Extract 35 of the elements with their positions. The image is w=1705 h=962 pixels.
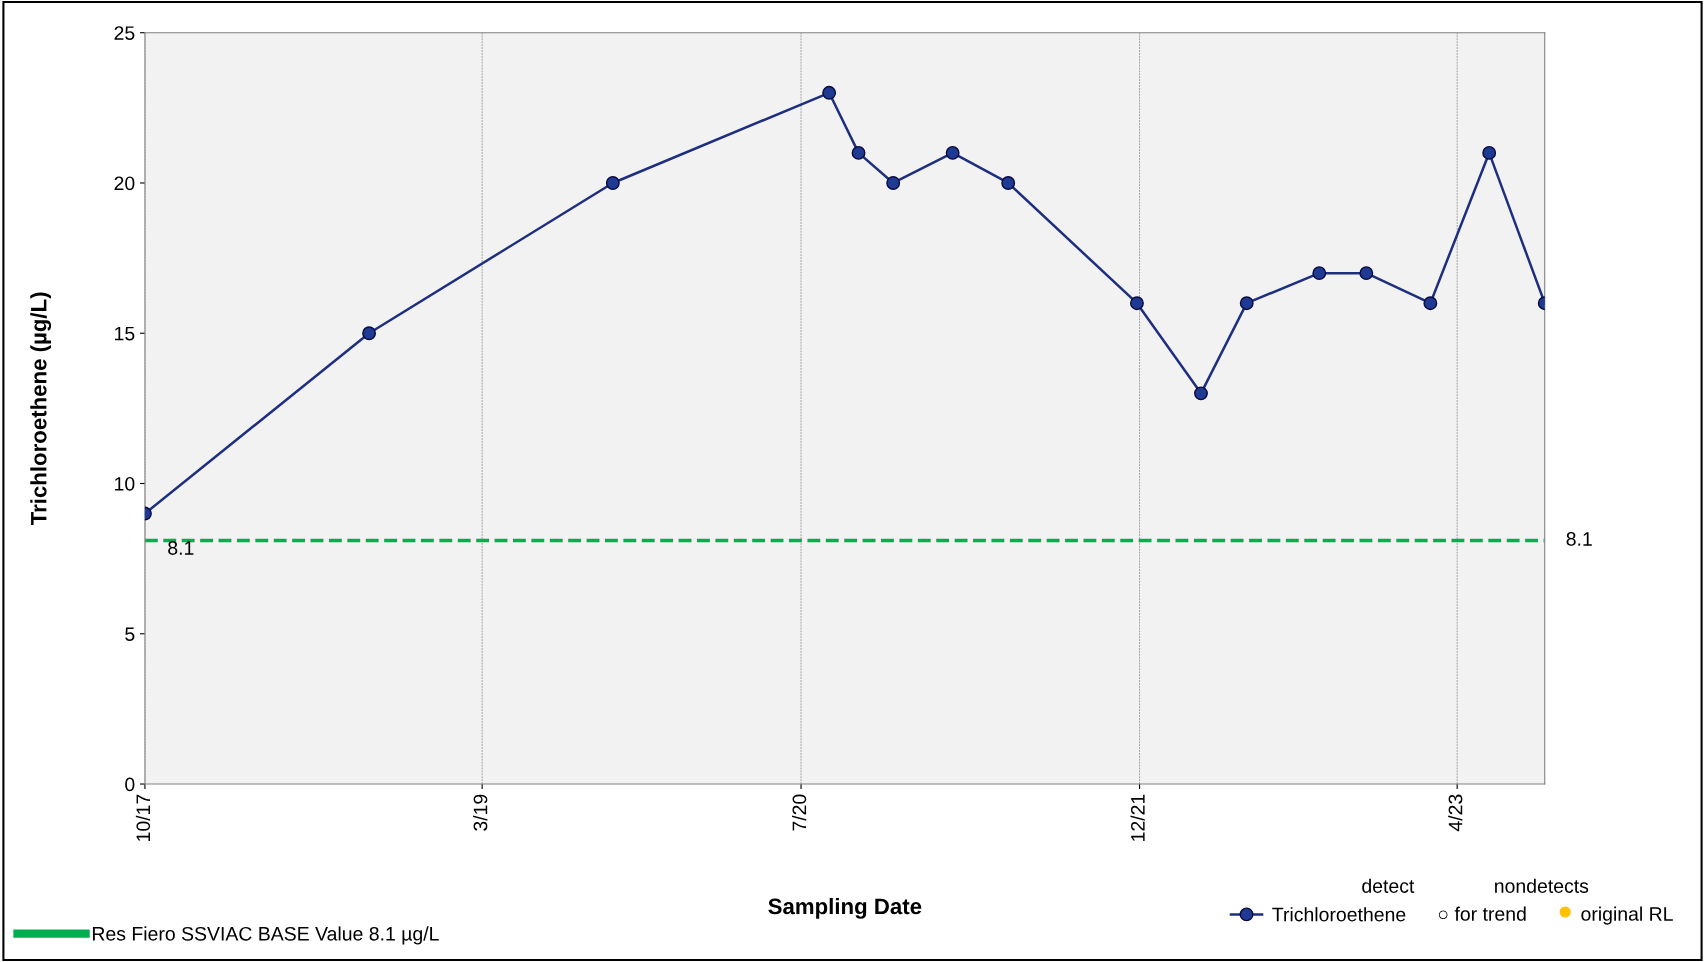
annotation: 8.1: [168, 541, 194, 555]
text: ○ for trend: [1438, 906, 1526, 921]
point: [1312, 266, 1327, 281]
point: [362, 326, 377, 341]
point: [822, 85, 837, 100]
x-tick-label: 10/17: [135, 794, 151, 841]
y-tick-label: 0: [125, 777, 135, 792]
legend-label: Res Fiero SSVIAC BASE Value 8.1 µg/L: [92, 926, 439, 945]
text: original RL: [1581, 906, 1673, 925]
y-tick-label: 15: [115, 326, 135, 341]
point: [605, 176, 620, 190]
text: detect: [1362, 878, 1415, 893]
point: [886, 176, 901, 190]
text: nondetects: [1495, 878, 1589, 893]
point: [1194, 386, 1208, 401]
y-tick-label: 5: [125, 627, 135, 641]
point: [1239, 296, 1254, 311]
point: [1423, 296, 1438, 311]
x-tick-label: 4/23: [1448, 794, 1463, 832]
x-axis-title: Sampling Date: [768, 897, 922, 919]
point: [851, 145, 866, 160]
point: [945, 145, 960, 160]
point: [1001, 176, 1016, 190]
y-tick-label: 20: [114, 176, 135, 191]
point: [1129, 296, 1144, 311]
x-tick-label: 3/19: [473, 794, 488, 831]
y-axis-title: Trichloroethene (µg/L): [30, 292, 52, 526]
x-tick-label: 7/20: [791, 794, 807, 831]
legend-label: Trichloroethene: [1272, 907, 1406, 922]
text: 8.1: [1566, 532, 1592, 546]
y-tick-label: 25: [114, 26, 135, 40]
y-tick-label: 10: [115, 476, 135, 491]
point: [1482, 145, 1497, 160]
x-tick-label: 12/21: [1130, 794, 1145, 841]
point: [1359, 266, 1374, 281]
